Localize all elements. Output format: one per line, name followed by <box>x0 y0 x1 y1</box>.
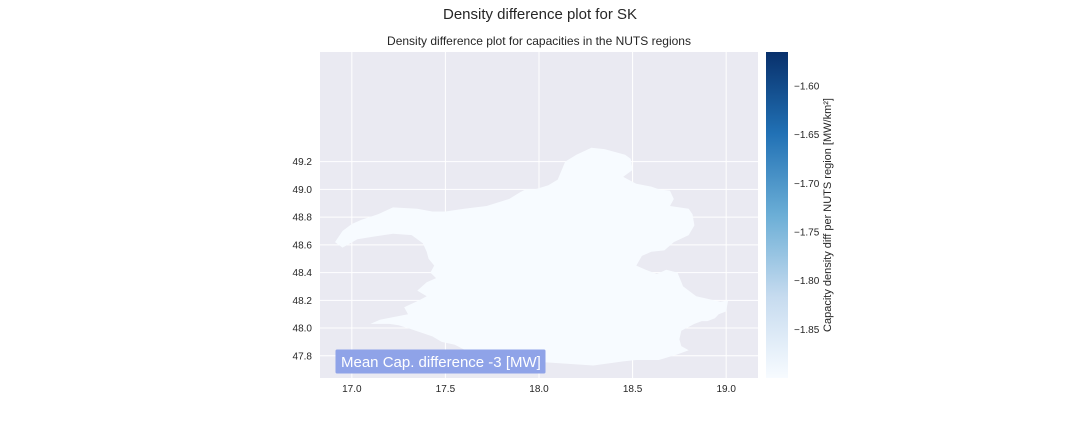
y-tick-label: 47.8 <box>293 351 313 362</box>
y-tick-label: 49.2 <box>293 157 313 168</box>
axes-title: Density difference plot for capacities i… <box>387 34 691 48</box>
x-tick-label: 18.5 <box>623 384 643 395</box>
x-tick-label: 17.0 <box>342 384 362 395</box>
y-tick-label: 48.0 <box>293 324 313 335</box>
colorbar-tick-label: −1.75 <box>794 228 820 239</box>
x-axis-ticks: 17.0 17.5 18.0 18.5 19.0 <box>342 384 736 395</box>
y-tick-label: 48.8 <box>293 213 313 224</box>
y-tick-label: 48.2 <box>293 296 313 307</box>
annotation-text: Mean Cap. difference -3 [MW] <box>341 354 541 371</box>
annotation-box <box>335 349 546 374</box>
y-tick-label: 48.6 <box>293 240 313 251</box>
x-tick-label: 17.5 <box>436 384 456 395</box>
figure-suptitle: Density difference plot for SK <box>443 6 637 23</box>
colorbar <box>766 52 788 378</box>
colorbar-tick-label: −1.60 <box>794 82 820 93</box>
mean-difference-annotation: Mean Cap. difference -3 [MW] <box>335 349 546 374</box>
colorbar-label: Capacity density diff per NUTS region [M… <box>822 98 834 332</box>
y-tick-label: 48.4 <box>293 268 313 279</box>
colorbar-ticks: −1.60 −1.65 −1.70 −1.75 −1.80 −1.85 <box>794 82 820 336</box>
region-sk[interactable] <box>335 147 729 366</box>
colorbar-tick-label: −1.80 <box>794 276 820 287</box>
x-tick-label: 18.0 <box>529 384 549 395</box>
y-axis-ticks: 47.8 48.0 48.2 48.4 48.6 48.8 49.0 49.2 <box>293 157 313 362</box>
colorbar-tick-label: −1.65 <box>794 130 820 141</box>
y-tick-label: 49.0 <box>293 185 313 196</box>
colorbar-tick-label: −1.70 <box>794 179 820 190</box>
x-tick-label: 19.0 <box>716 384 736 395</box>
colorbar-tick-label: −1.85 <box>794 325 820 336</box>
